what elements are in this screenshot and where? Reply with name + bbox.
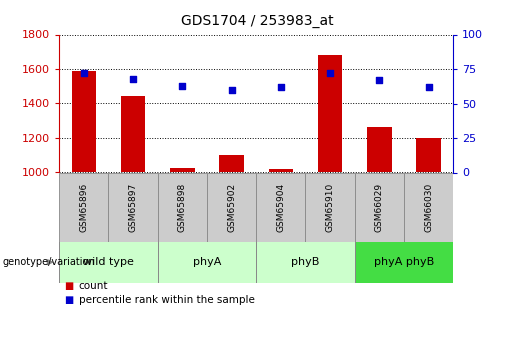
Point (129, 76, 137, 81)
Text: percentile rank within the sample: percentile rank within the sample (79, 295, 255, 305)
Bar (416, 138, 441, 172)
Text: GDS1704 / 253983_at: GDS1704 / 253983_at (181, 14, 334, 28)
Bar (170, 168, 195, 172)
Text: count: count (79, 282, 108, 291)
Text: GSM66029: GSM66029 (375, 183, 384, 231)
FancyBboxPatch shape (305, 172, 355, 242)
Text: genotype/variation: genotype/variation (3, 257, 95, 267)
FancyBboxPatch shape (158, 172, 207, 242)
Text: GSM65902: GSM65902 (227, 183, 236, 231)
Point (277, 84, 285, 90)
Text: phyB: phyB (291, 257, 320, 267)
FancyBboxPatch shape (158, 241, 256, 283)
Bar (268, 169, 293, 172)
Point (375, 77, 384, 83)
Bar (318, 55, 342, 172)
FancyBboxPatch shape (404, 172, 453, 242)
FancyBboxPatch shape (355, 172, 404, 242)
Bar (219, 155, 244, 172)
Bar (121, 96, 145, 172)
Text: GSM65898: GSM65898 (178, 183, 187, 231)
FancyBboxPatch shape (109, 172, 158, 242)
Text: GSM65897: GSM65897 (129, 183, 138, 231)
Text: GSM66030: GSM66030 (424, 183, 433, 231)
Text: GSM65896: GSM65896 (79, 183, 89, 231)
Bar (72, 71, 96, 172)
Point (228, 87, 236, 92)
FancyBboxPatch shape (207, 172, 256, 242)
Text: ■: ■ (64, 282, 74, 291)
Text: phyA: phyA (193, 257, 221, 267)
Bar (367, 127, 391, 172)
Point (80, 70, 88, 76)
Text: phyA phyB: phyA phyB (374, 257, 434, 267)
FancyBboxPatch shape (59, 241, 158, 283)
FancyBboxPatch shape (256, 172, 305, 242)
Text: GSM65910: GSM65910 (325, 183, 335, 231)
Point (178, 83, 186, 88)
FancyBboxPatch shape (59, 172, 109, 242)
FancyBboxPatch shape (355, 241, 453, 283)
Text: wild type: wild type (83, 257, 134, 267)
Point (424, 84, 433, 90)
Text: GSM65904: GSM65904 (277, 183, 285, 231)
Text: ■: ■ (64, 295, 74, 305)
Point (326, 70, 334, 76)
FancyBboxPatch shape (256, 241, 355, 283)
